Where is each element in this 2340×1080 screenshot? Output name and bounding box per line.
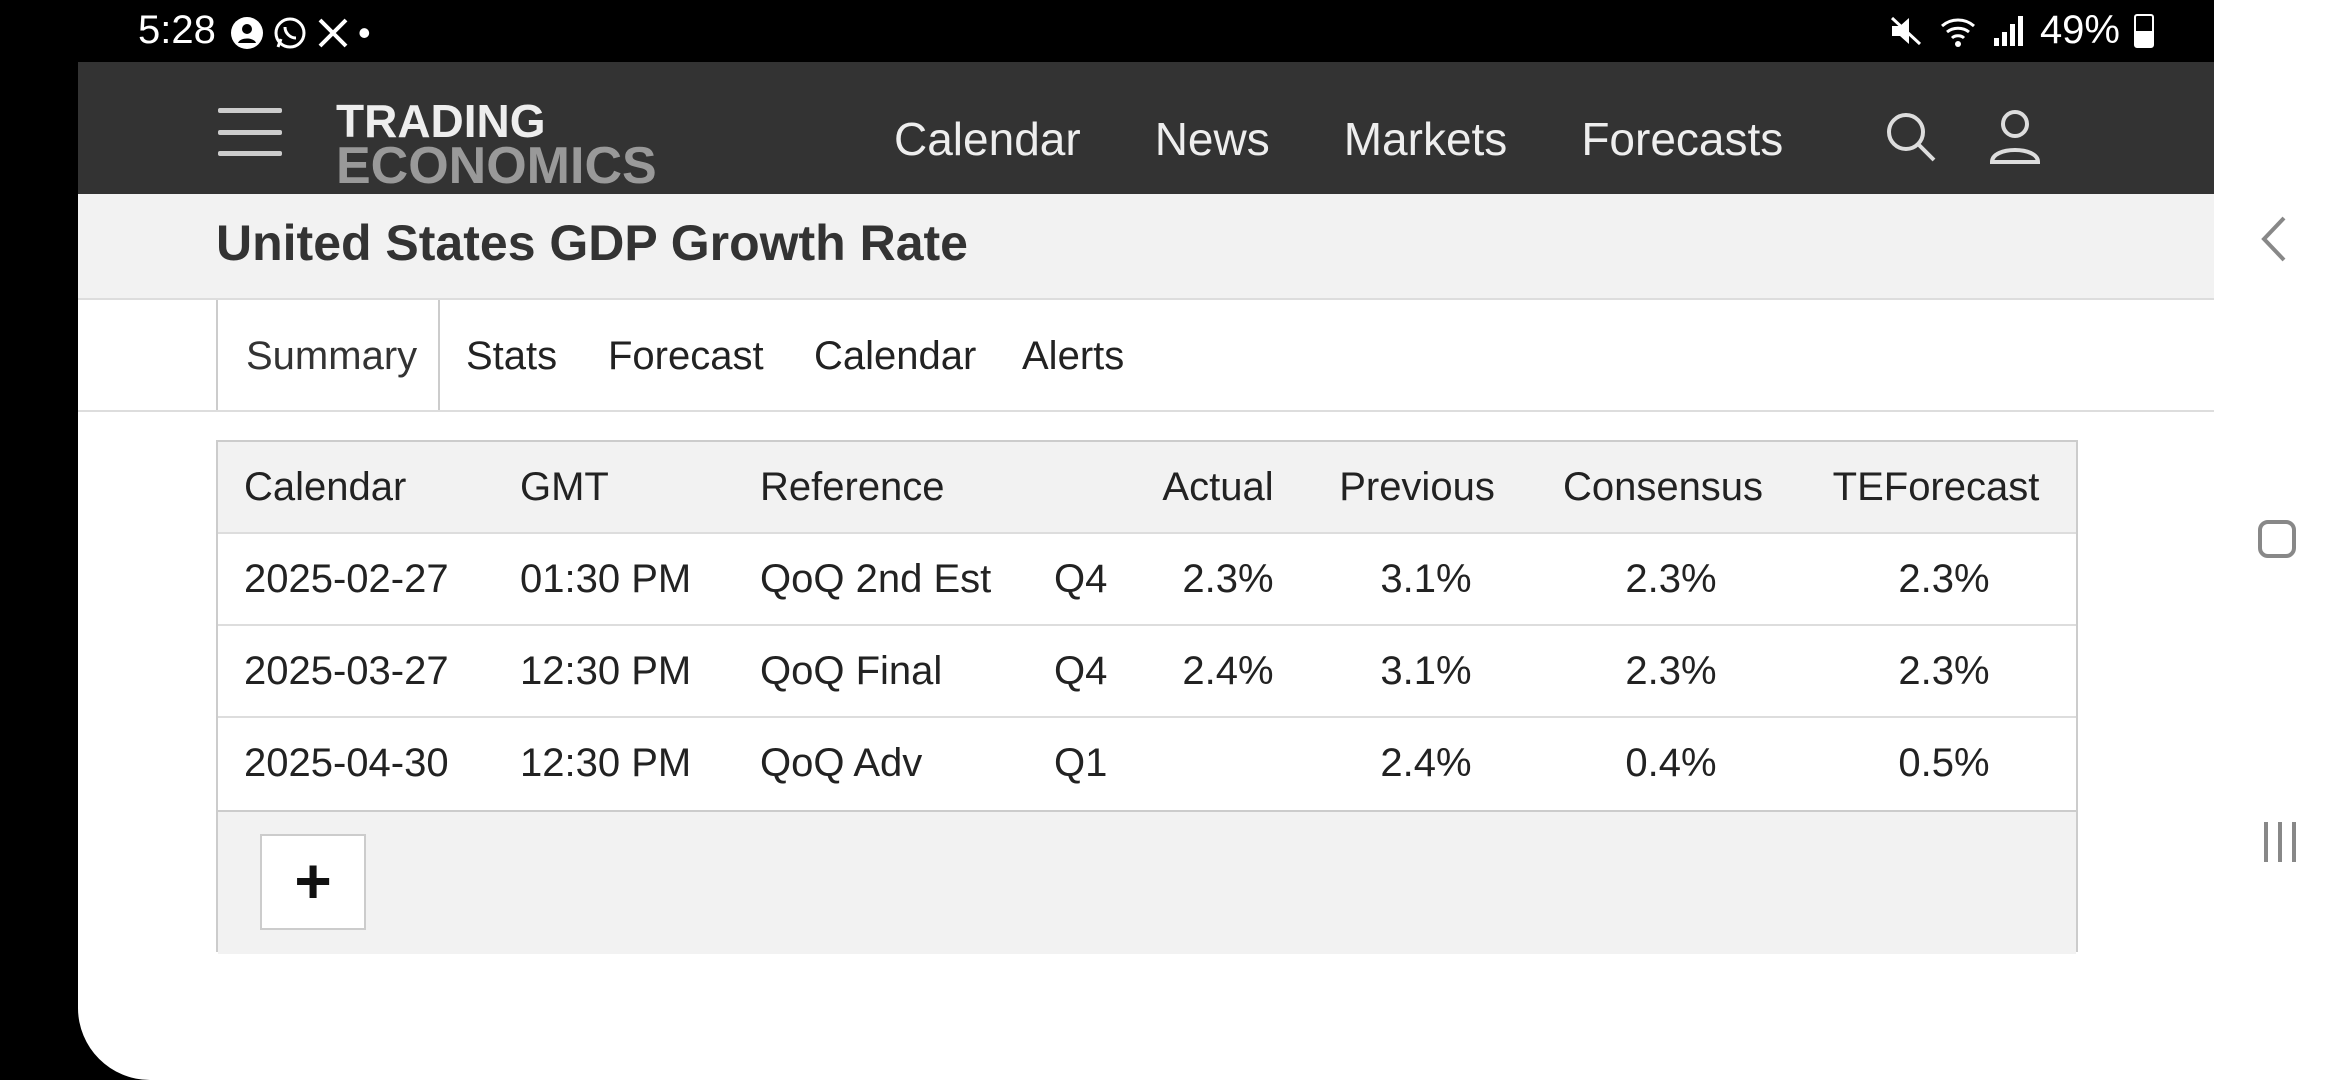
nav-link-markets[interactable]: Markets [1343, 113, 1508, 165]
cell-previous: 3.1% [1380, 649, 1472, 693]
cell-consensus: 2.3% [1625, 649, 1717, 693]
cell-teforecast: 0.5% [1898, 741, 1990, 785]
cell-date: 2025-03-27 [244, 649, 449, 693]
mute-icon [1890, 16, 1921, 45]
wifi-icon [1940, 18, 1975, 47]
recent-apps-icon[interactable] [2260, 820, 2300, 864]
table-header: Calendar GMT Reference Actual Previous C… [218, 442, 2076, 534]
header-reference: Reference [760, 465, 945, 509]
cell-actual: 2.3% [1182, 557, 1274, 601]
cell-consensus: 2.3% [1625, 557, 1717, 601]
header-actual: Actual [1162, 465, 1274, 509]
nav-links: Calendar News Markets Forecasts [894, 112, 1783, 166]
cell-teforecast: 2.3% [1898, 557, 1990, 601]
battery-percent: 49% [2039, 8, 2120, 52]
top-navbar: TRADING ECONOMICS Calendar News Markets … [78, 62, 2214, 194]
add-button[interactable]: + [260, 834, 366, 930]
battery-icon [2134, 13, 2154, 48]
notification-dot: • [358, 12, 371, 53]
tab-calendar[interactable]: Calendar [814, 334, 977, 378]
app-screen: 5:28 • 49% TRADING ECONOMICS Calendar Ne… [78, 0, 2214, 1080]
cell-period: Q4 [1054, 557, 1108, 601]
user-icon[interactable] [1988, 108, 2042, 164]
search-icon[interactable] [1884, 110, 1938, 164]
back-icon[interactable] [2258, 214, 2288, 264]
x-icon [318, 18, 348, 48]
cell-previous: 3.1% [1380, 557, 1472, 601]
header-consensus: Consensus [1562, 465, 1764, 509]
header-calendar: Calendar [244, 465, 407, 509]
title-bar: United States GDP Growth Rate [78, 194, 2214, 300]
tab-summary[interactable]: Summary [216, 300, 440, 410]
cell-date: 2025-04-30 [244, 741, 449, 785]
cell-reference: QoQ Final [760, 649, 943, 693]
header-teforecast: TEForecast [1832, 465, 2040, 509]
tab-bar: Summary Stats Forecast Calendar Alerts [78, 300, 2214, 412]
page-title: United States GDP Growth Rate [216, 215, 968, 271]
nav-link-news[interactable]: News [1154, 113, 1270, 165]
notification-icons: • [230, 12, 371, 54]
logo-line1: TRADING [336, 95, 546, 147]
tab-alerts[interactable]: Alerts [1022, 334, 1125, 378]
nav-link-calendar[interactable]: Calendar [894, 113, 1081, 165]
system-nav-bar [2214, 0, 2340, 1080]
signal-icon [1993, 15, 2023, 46]
cell-reference: QoQ Adv [760, 741, 923, 785]
cell-reference: QoQ 2nd Est [760, 557, 992, 601]
calendar-table: Calendar GMT Reference Actual Previous C… [216, 440, 2078, 954]
status-right: 49% [1888, 8, 2154, 53]
tab-stats[interactable]: Stats [466, 334, 558, 378]
cell-gmt: 12:30 PM [520, 649, 692, 693]
whatsapp-icon [274, 17, 306, 49]
cell-period: Q1 [1054, 741, 1108, 785]
cell-period: Q4 [1054, 649, 1108, 693]
cell-previous: 2.4% [1380, 741, 1472, 785]
cell-actual: 2.4% [1182, 649, 1274, 693]
cell-gmt: 12:30 PM [520, 741, 692, 785]
header-previous: Previous [1339, 465, 1495, 509]
account-circle-icon [231, 17, 263, 49]
cell-date: 2025-02-27 [244, 557, 449, 601]
home-icon[interactable] [2258, 520, 2296, 558]
status-bar: 5:28 • 49% [78, 0, 2214, 62]
table-row[interactable]: 2025-04-30 12:30 PM QoQ Adv Q1 2.4% 0.4%… [218, 718, 2076, 808]
nav-link-forecasts[interactable]: Forecasts [1581, 113, 1784, 165]
cell-gmt: 01:30 PM [520, 557, 692, 601]
menu-icon[interactable] [218, 108, 282, 156]
header-gmt: GMT [520, 465, 609, 509]
site-logo[interactable]: TRADING ECONOMICS [336, 98, 657, 192]
cell-teforecast: 2.3% [1898, 649, 1990, 693]
cell-consensus: 0.4% [1625, 741, 1717, 785]
table-footer: + [218, 810, 2076, 954]
tab-forecast[interactable]: Forecast [608, 334, 764, 378]
status-time: 5:28 [138, 8, 216, 52]
table-row[interactable]: 2025-02-27 01:30 PM QoQ 2nd Est Q4 2.3% … [218, 534, 2076, 626]
logo-line2: ECONOMICS [336, 137, 657, 195]
table-row[interactable]: 2025-03-27 12:30 PM QoQ Final Q4 2.4% 3.… [218, 626, 2076, 718]
